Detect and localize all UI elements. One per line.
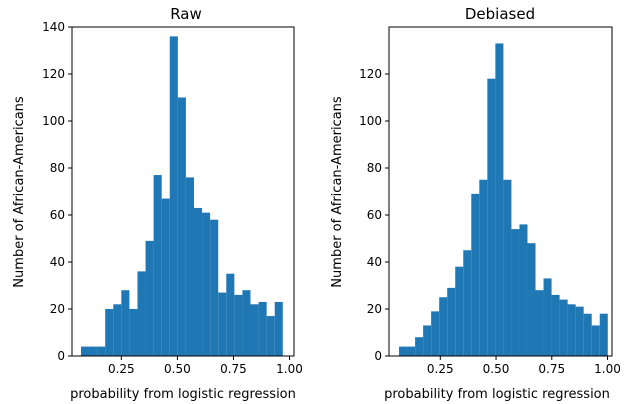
histogram-bar: [415, 337, 424, 356]
histogram-bar: [463, 250, 472, 356]
chart-title: Raw: [170, 5, 202, 23]
histogram-bar: [258, 301, 267, 356]
histogram-bar: [185, 177, 194, 356]
y-tick-label: 20: [50, 302, 65, 316]
histogram-bar: [455, 266, 464, 356]
histogram-bar: [80, 346, 90, 356]
y-tick-label: 40: [50, 255, 65, 269]
plot-frame: [388, 26, 613, 357]
histogram-bar: [519, 224, 528, 356]
chart-debiased: Debiased 0.25 0.50 0.75 1.00 0 20 40 60 80 100 120…: [330, 5, 621, 402]
tick-group: 0.25 0.50 0.75 1.00 0 20 40 60 80 100 120: [359, 67, 621, 376]
histogram-bar: [567, 304, 576, 356]
histogram-bar: [274, 301, 283, 356]
y-tick-label: 100: [359, 114, 382, 128]
bar-group: [399, 43, 608, 356]
histogram-bar: [250, 304, 259, 356]
histogram-bar: [89, 346, 98, 356]
y-tick-label: 60: [367, 208, 382, 222]
y-tick-label: 0: [57, 349, 65, 363]
histogram-bar: [193, 207, 203, 356]
histogram-bar: [202, 212, 211, 356]
y-tick-label: 20: [367, 302, 382, 316]
y-tick-label: 80: [50, 161, 65, 175]
histogram-bar: [471, 193, 480, 356]
histogram-bar: [113, 304, 122, 356]
histogram-bar: [495, 43, 504, 356]
x-axis-label: probability from logistic regression: [70, 387, 296, 402]
y-axis-label: Number of African-Americans: [12, 96, 27, 288]
y-tick-label: 120: [42, 67, 65, 81]
histogram-bar: [511, 229, 520, 356]
chart-raw: Raw 0.25 0.50 0.75 1.00 0 20 40 60 80 100 120 140 p…: [12, 5, 303, 402]
y-tick-label: 60: [50, 208, 65, 222]
histogram-bar: [137, 271, 146, 356]
histogram-bar: [399, 346, 408, 356]
histogram-bar: [551, 294, 560, 356]
tick-group: 0.25 0.50 0.75 1.00 0 20 40 60 80 100 120 140: [42, 20, 303, 376]
histogram-bar: [121, 290, 130, 356]
histogram-bar: [407, 346, 416, 356]
x-tick-label: 0.25: [427, 362, 454, 376]
histogram-bar: [599, 313, 608, 356]
histogram-bar: [169, 36, 178, 357]
y-axis-label: Number of African-Americans: [330, 96, 345, 288]
x-tick-label: 0.50: [164, 362, 191, 376]
histogram-bar: [503, 179, 512, 356]
histogram-bar: [479, 179, 488, 356]
x-tick-label: 0.75: [538, 362, 565, 376]
y-tick-label: 100: [42, 114, 65, 128]
histogram-bar: [234, 294, 243, 356]
x-tick-label: 0.75: [220, 362, 247, 376]
histogram-bar: [543, 278, 552, 356]
y-tick-label: 140: [42, 20, 65, 34]
x-tick-label: 0.25: [108, 362, 135, 376]
histogram-bar: [527, 243, 536, 356]
histogram-bar: [266, 316, 275, 356]
y-tick-label: 40: [367, 255, 382, 269]
chart-title: Debiased: [465, 5, 535, 23]
y-tick-label: 0: [374, 349, 382, 363]
histogram-bar: [218, 292, 227, 356]
histogram-bar: [487, 78, 496, 356]
x-axis-label: probability from logistic regression: [384, 387, 610, 402]
x-tick-label: 1.00: [276, 362, 303, 376]
plot-frame: [71, 26, 295, 357]
histogram-bar: [129, 309, 138, 356]
bar-group: [80, 36, 283, 357]
x-tick-label: 0.50: [483, 362, 510, 376]
histogram-bar: [559, 299, 568, 356]
histogram-bar: [210, 219, 219, 356]
histogram-bar: [226, 273, 235, 356]
histogram-bar: [431, 311, 440, 356]
x-tick-label: 1.00: [594, 362, 621, 376]
histogram-bar: [439, 297, 448, 356]
histogram-bar: [105, 309, 114, 356]
histogram-bar: [583, 313, 592, 356]
y-tick-label: 120: [359, 67, 382, 81]
histogram-bar: [423, 325, 432, 356]
histogram-bar: [161, 198, 170, 356]
histogram-bar: [145, 240, 154, 356]
histogram-bar: [153, 175, 162, 356]
histogram-bar: [177, 97, 186, 356]
histogram-bar: [97, 346, 106, 356]
y-tick-label: 80: [367, 161, 382, 175]
histogram-bar: [535, 290, 544, 356]
histogram-bar: [575, 306, 584, 356]
histogram-bar: [591, 325, 600, 356]
histogram-bar: [242, 290, 251, 356]
histogram-bar: [447, 287, 456, 356]
